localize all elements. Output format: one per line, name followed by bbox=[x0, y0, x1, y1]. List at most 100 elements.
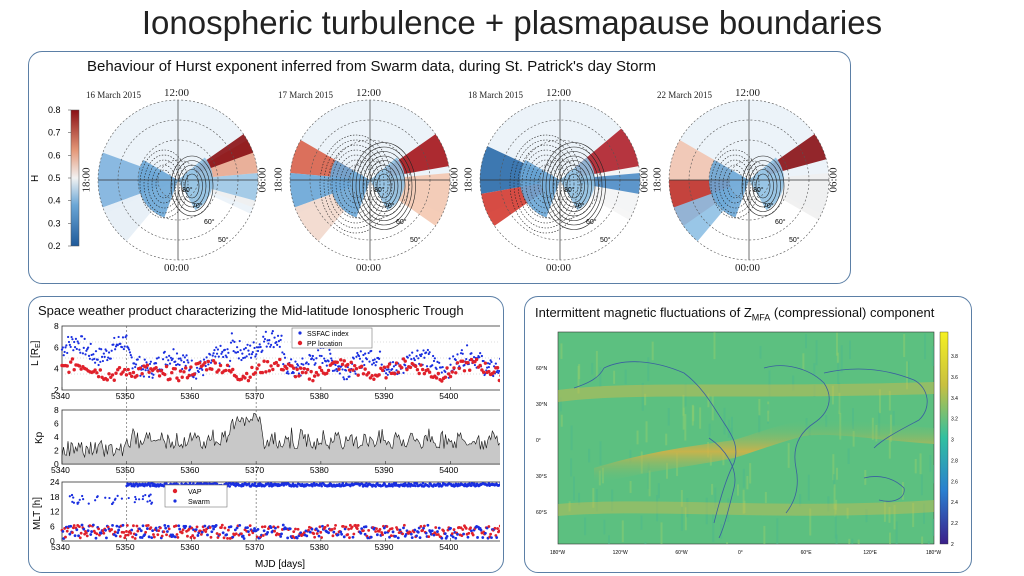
ssfac-point bbox=[410, 358, 413, 361]
ssfac-point bbox=[225, 355, 228, 359]
ssfac-point bbox=[256, 346, 259, 349]
vap-point bbox=[181, 528, 185, 532]
polar-lat-label: 80° bbox=[374, 186, 385, 194]
polar-time-bottom: 00:00 bbox=[735, 262, 761, 274]
ssfac-ytick: 2 bbox=[54, 385, 59, 395]
map-stripe bbox=[835, 499, 838, 511]
ssfac-point bbox=[432, 354, 435, 358]
vap-point bbox=[216, 536, 220, 539]
ssfac-point bbox=[149, 360, 152, 363]
ssfac-point bbox=[444, 370, 447, 373]
pp-point bbox=[387, 362, 392, 366]
ssfac-point bbox=[241, 352, 244, 355]
map-stripe bbox=[906, 361, 909, 390]
ssfac-point bbox=[452, 355, 455, 358]
polar-lat-label: 50° bbox=[789, 236, 800, 244]
map-stripe bbox=[629, 480, 632, 493]
map-stripe bbox=[720, 523, 723, 539]
polar-time-bottom: 00:00 bbox=[164, 262, 190, 274]
polar-sector bbox=[765, 134, 827, 175]
map-stripe bbox=[560, 343, 563, 359]
map-stripe bbox=[851, 538, 854, 544]
mjd-tick: 5390 bbox=[375, 391, 394, 401]
vap-point bbox=[72, 524, 76, 527]
vap-point bbox=[286, 536, 290, 540]
polar-time-right: 06:00 bbox=[256, 167, 269, 193]
ssfac-point bbox=[449, 363, 452, 366]
pp-point bbox=[206, 359, 211, 364]
map-colorbar-tick: 2.2 bbox=[951, 521, 958, 527]
swarm-point bbox=[78, 498, 81, 501]
vap-point bbox=[68, 532, 72, 536]
ssfac-point bbox=[425, 365, 429, 368]
map-lat-tick: 60°S bbox=[536, 510, 548, 516]
ssfac-point bbox=[247, 349, 250, 352]
vap-point bbox=[180, 531, 184, 535]
pp-point bbox=[337, 367, 341, 371]
vap-point bbox=[281, 523, 285, 527]
vap-point bbox=[374, 530, 378, 533]
map-stripe bbox=[921, 536, 924, 544]
ssfac-point bbox=[411, 351, 414, 354]
vap-point bbox=[113, 530, 117, 534]
ssfac-point bbox=[253, 346, 256, 350]
vap-point bbox=[330, 528, 334, 531]
vap-point bbox=[166, 530, 169, 533]
ssfac-point bbox=[91, 358, 94, 361]
polar-lat-label: 70° bbox=[763, 202, 774, 210]
ssfac-point bbox=[272, 346, 275, 349]
vap-point bbox=[378, 528, 382, 531]
pp-point bbox=[335, 360, 339, 365]
map-stripe bbox=[832, 454, 835, 481]
ssfac-point bbox=[177, 357, 180, 360]
map-stripe bbox=[629, 449, 632, 464]
ssfac-point bbox=[448, 357, 451, 360]
map-colorbar-tick: 2.8 bbox=[951, 458, 958, 464]
map-stripe bbox=[838, 392, 841, 415]
ssfac-point bbox=[212, 352, 215, 355]
swarm-point bbox=[108, 496, 111, 500]
vap-point bbox=[375, 527, 378, 531]
vap-point bbox=[263, 525, 267, 528]
vap-point bbox=[141, 524, 145, 528]
ssfac-point bbox=[235, 351, 238, 354]
pp-point bbox=[298, 366, 303, 370]
ssfac-point bbox=[122, 347, 125, 351]
ssfac-point bbox=[269, 345, 272, 348]
ssfac-point bbox=[436, 360, 439, 363]
map-stripe bbox=[749, 463, 752, 484]
vap-point bbox=[269, 526, 273, 530]
pp-point bbox=[95, 371, 99, 375]
vap-point bbox=[147, 535, 151, 539]
mjd-tick: 5370 bbox=[245, 391, 264, 401]
hurst-colorbar-tick: 0.5 bbox=[48, 173, 61, 183]
ssfac-point bbox=[204, 364, 207, 368]
map-stripe bbox=[907, 361, 910, 385]
vap-point bbox=[102, 531, 106, 535]
swarm-point bbox=[104, 496, 107, 499]
vap-point bbox=[233, 528, 237, 532]
map-stripe bbox=[621, 520, 624, 543]
ssfac-point bbox=[97, 363, 100, 367]
vap-point bbox=[498, 524, 500, 528]
map-stripe bbox=[648, 470, 651, 497]
map-stripe bbox=[559, 397, 562, 412]
ssfac-point bbox=[276, 343, 279, 346]
ssfac-point bbox=[391, 367, 394, 371]
ssfac-point bbox=[134, 365, 137, 369]
ssfac-point bbox=[185, 354, 188, 357]
ssfac-point bbox=[100, 348, 103, 351]
ssfac-point bbox=[76, 340, 79, 343]
pp-point bbox=[213, 361, 218, 365]
ssfac-point bbox=[112, 343, 115, 346]
ssfac-point bbox=[385, 368, 389, 371]
ssfac-point bbox=[279, 338, 282, 342]
map-stripe bbox=[651, 341, 654, 361]
pp-point bbox=[420, 367, 425, 372]
ssfac-point bbox=[186, 359, 189, 362]
vap-point bbox=[423, 524, 426, 528]
vap-point bbox=[194, 528, 198, 532]
ssfac-point bbox=[183, 356, 186, 359]
pp-point bbox=[351, 368, 355, 372]
ssfac-point bbox=[89, 342, 92, 345]
